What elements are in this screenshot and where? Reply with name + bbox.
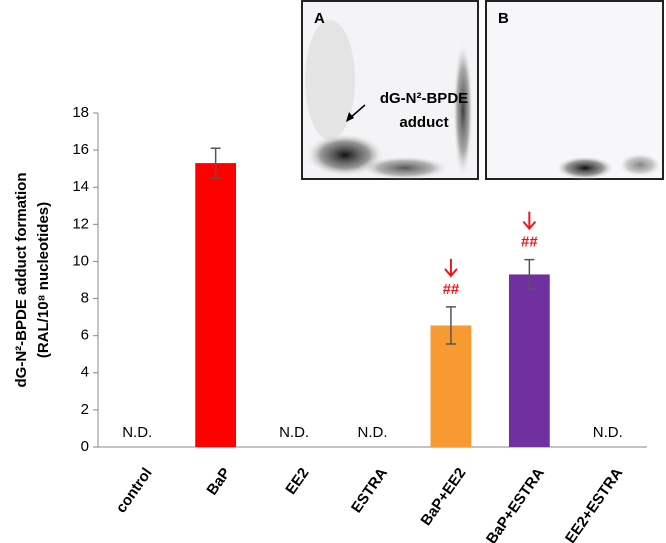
x-tick-label: control	[113, 465, 156, 516]
arrow	[444, 258, 458, 278]
y-axis-label: dG-N²-BPDE adduct formation	[13, 173, 30, 388]
inset-annotation: dG-N²-BPDE	[380, 90, 468, 107]
y-tick-label: 2	[81, 401, 89, 418]
bar	[430, 325, 472, 447]
error-bar	[210, 147, 221, 179]
x-tick-label: BaP+ESTRA	[483, 465, 548, 543]
y-tick-label: 16	[72, 141, 89, 158]
y-tick-label: 12	[72, 215, 89, 232]
x-tick-label: BaP+EE2	[418, 465, 470, 529]
arrow	[522, 211, 537, 231]
bar	[508, 274, 550, 447]
bar	[195, 163, 237, 447]
y-tick-label: 10	[72, 252, 89, 269]
y-tick-label: 4	[81, 364, 89, 381]
value-label: N.D.	[593, 424, 623, 441]
inset-label: B	[498, 10, 509, 27]
y-tick-label: 8	[81, 290, 89, 307]
x-tick-label: EE2+ESTRA	[562, 465, 626, 543]
y-tick-label: 14	[72, 178, 89, 195]
y-tick-label: 6	[81, 327, 89, 344]
y-tick-label: 0	[81, 438, 89, 455]
error-bar	[445, 306, 456, 345]
x-tick-label: EE2	[282, 465, 312, 498]
inset-b	[485, 0, 664, 180]
significance-marker: ##	[443, 281, 460, 298]
value-label: N.D.	[122, 424, 152, 441]
value-label: N.D.	[279, 424, 309, 441]
y-axis-label: (RAL/10⁸ nucleotides)	[35, 202, 52, 358]
x-tick-label: BaP	[204, 465, 235, 499]
y-tick-label: 18	[72, 104, 89, 121]
inset-a	[301, 0, 479, 180]
x-tick-label: ESTRA	[348, 465, 391, 517]
value-label: N.D.	[358, 424, 388, 441]
inset-label: A	[314, 10, 325, 27]
inset-annotation: adduct	[399, 114, 448, 131]
significance-marker: ##	[521, 234, 538, 251]
error-bar	[524, 258, 535, 291]
